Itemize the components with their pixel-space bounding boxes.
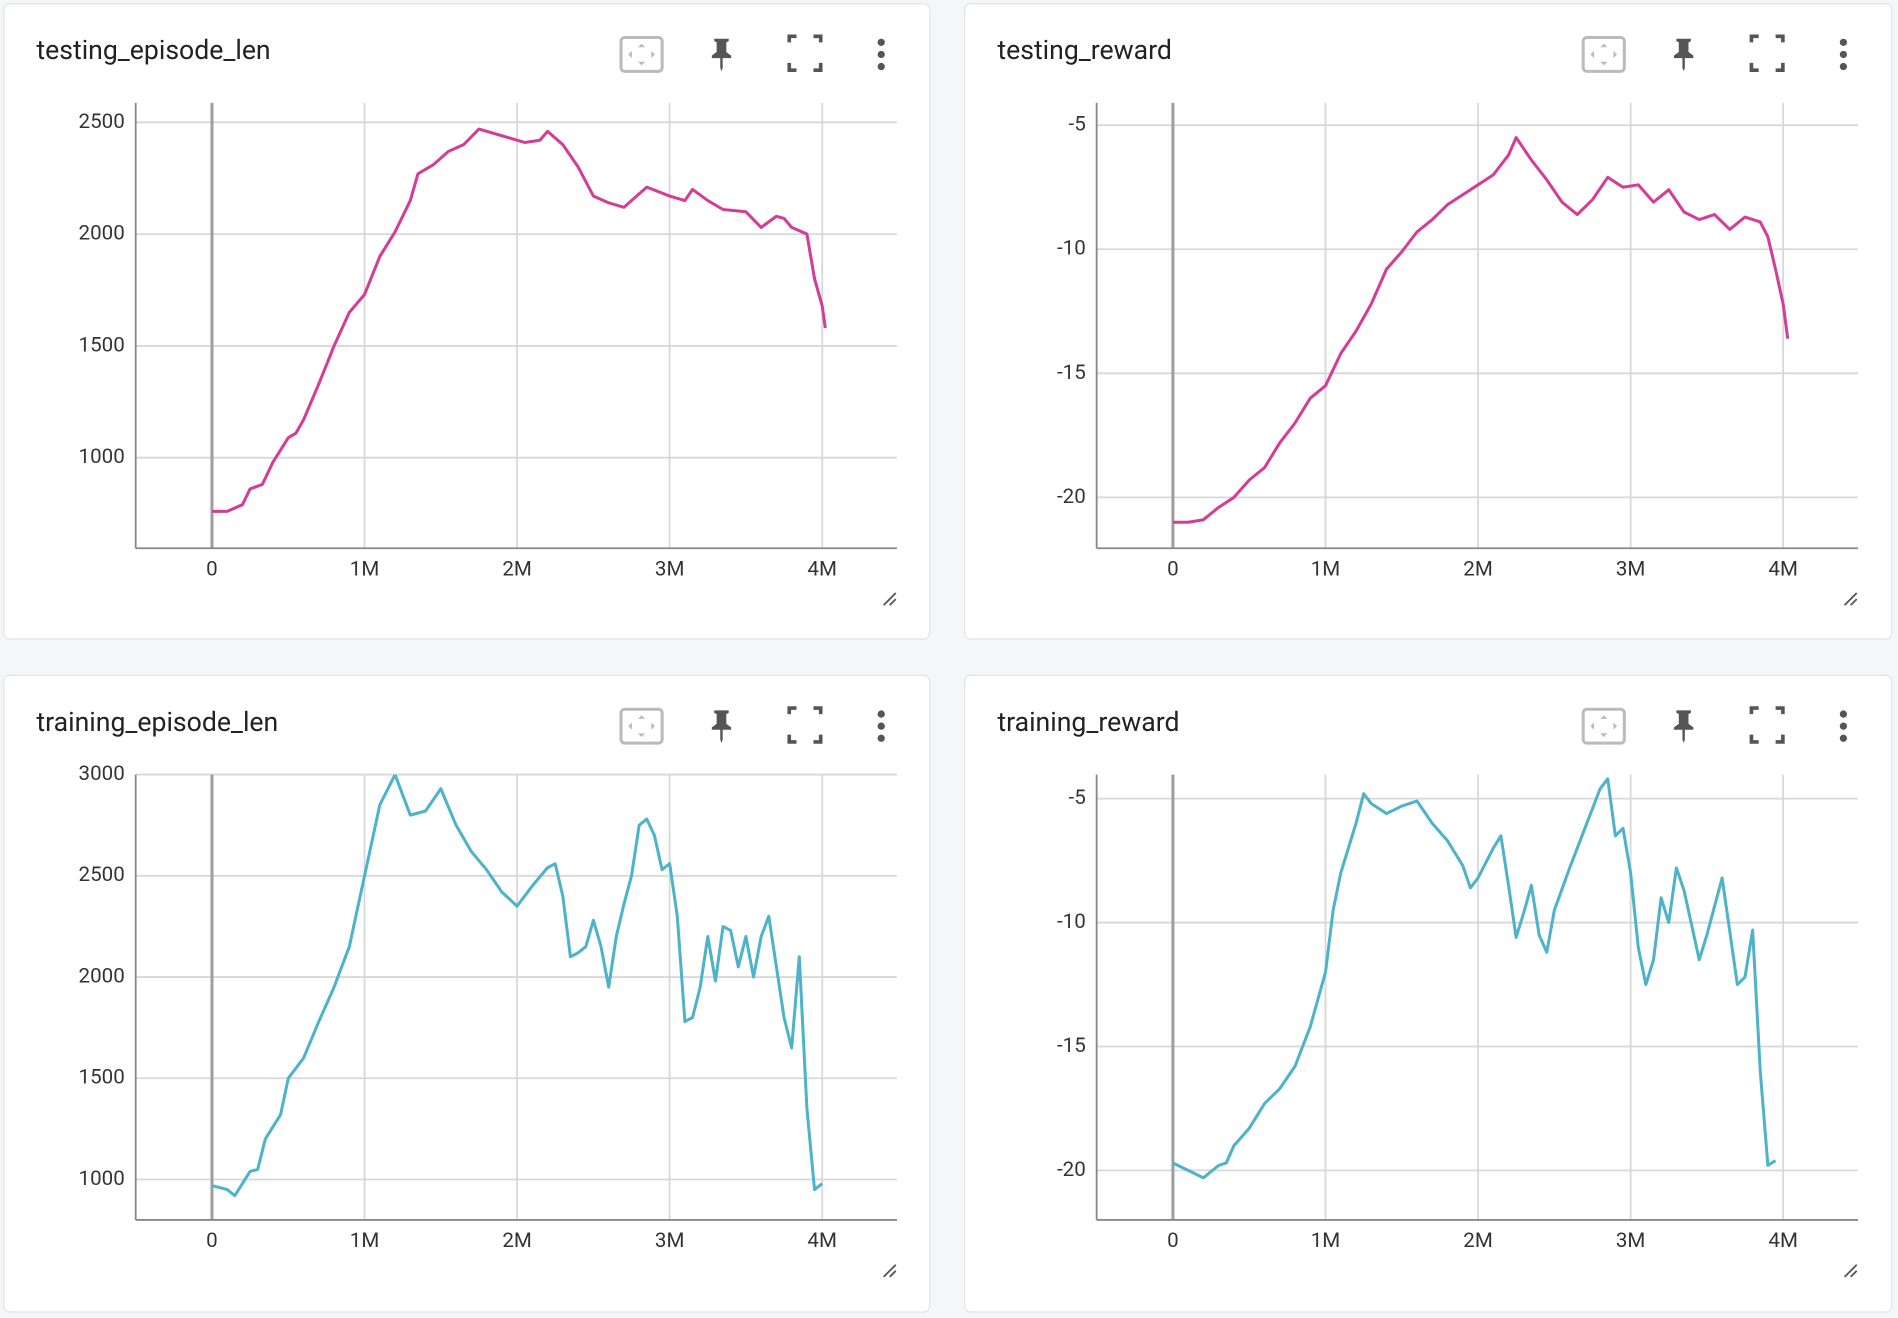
y-tick-label: 2500 (79, 110, 125, 134)
chart-title: testing_reward (997, 35, 1172, 66)
x-tick-label: 1M (1311, 557, 1341, 581)
x-tick-label: 0 (206, 1229, 218, 1253)
x-tick-label: 4M (1768, 1229, 1798, 1253)
x-tick-label: 2M (502, 1229, 532, 1253)
y-tick-label: -15 (1057, 361, 1086, 385)
x-tick-label: 2M (1463, 557, 1493, 581)
x-tick-label: 4M (807, 557, 837, 581)
x-tick-label: 1M (350, 1229, 380, 1253)
chart: training_reward -20 -15 -10 -5 0 1M 2M 3M 4M (997, 707, 1858, 1253)
data-line (211, 127, 827, 513)
card (964, 3, 1893, 640)
y-tick-label: 3000 (79, 762, 125, 786)
x-tick-label: 2M (502, 557, 532, 581)
y-tick-label: 1000 (79, 445, 125, 469)
x-tick-label: 4M (807, 1229, 837, 1253)
x-tick-label: 3M (655, 1229, 685, 1253)
y-tick-label: -20 (1057, 1158, 1086, 1182)
y-tick-label: -10 (1057, 237, 1086, 261)
y-tick-label: -5 (1069, 786, 1086, 810)
y-tick-label: -5 (1069, 113, 1086, 137)
chart-title: testing_episode_len (36, 35, 270, 66)
data-line (1172, 136, 1790, 524)
x-tick-label: 3M (1616, 1229, 1646, 1253)
x-tick-label: 0 (206, 557, 218, 581)
y-tick-label: 1000 (79, 1167, 125, 1191)
chart: training_episode_len 1000 1500 2000 2500 3000… (36, 707, 897, 1253)
x-tick-label: 3M (655, 557, 685, 581)
x-tick-label: 4M (1768, 557, 1798, 581)
resize-handle[interactable] (883, 1264, 897, 1278)
resize-handle[interactable] (1843, 592, 1858, 606)
data-line (211, 774, 824, 1198)
data-line (1172, 777, 1777, 1180)
chart-title: training_episode_len (36, 707, 278, 738)
resize-handle[interactable] (883, 592, 897, 606)
y-tick-label: 2000 (79, 222, 125, 246)
y-tick-label: -10 (1057, 910, 1086, 934)
card (3, 674, 931, 1313)
x-tick-label: 1M (1311, 1229, 1341, 1253)
card (964, 674, 1893, 1313)
x-tick-label: 3M (1616, 557, 1646, 581)
y-tick-label: -15 (1057, 1034, 1086, 1058)
chart-title: training_reward (997, 707, 1179, 738)
x-tick-label: 0 (1167, 557, 1179, 581)
chart: testing_reward -20 -15 -10 -5 0 1M 2M 3M 4M (997, 35, 1858, 581)
y-tick-label: -20 (1057, 485, 1086, 509)
y-tick-label: 2000 (79, 964, 125, 988)
x-tick-label: 0 (1167, 1229, 1179, 1253)
x-tick-label: 1M (350, 557, 380, 581)
x-tick-label: 2M (1463, 1229, 1493, 1253)
card (3, 3, 931, 640)
y-tick-label: 2500 (79, 863, 125, 887)
y-tick-label: 1500 (79, 333, 125, 357)
resize-handle[interactable] (1843, 1264, 1858, 1278)
chart: testing_episode_len 1000 1500 2000 2500 0 1M 2M… (36, 35, 897, 581)
y-tick-label: 1500 (79, 1066, 125, 1090)
